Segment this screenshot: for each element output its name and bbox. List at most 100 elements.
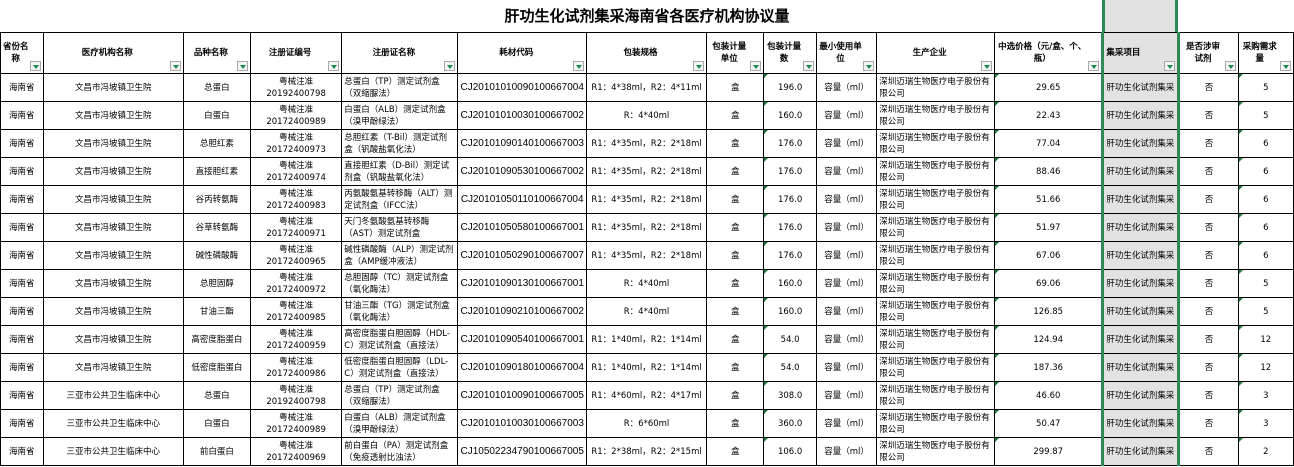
- cell-package-qty[interactable]: 176.0: [763, 241, 817, 270]
- filter-dropdown-icon[interactable]: [981, 61, 993, 71]
- cell-procurement-project[interactable]: 肝功生化试剂集采: [1101, 101, 1181, 130]
- cell-reg-number[interactable]: 粤械注准 20172400989: [249, 101, 343, 130]
- cell-province[interactable]: 海南省: [0, 73, 44, 102]
- cell-package-spec[interactable]: R1：2*38ml，R2：2*15ml: [585, 437, 708, 466]
- cell-min-use-unit[interactable]: 容量（ml）: [815, 157, 878, 186]
- cell-reg-name[interactable]: 甘油三酯（TG）测定试剂盒（氧化酶法）: [341, 297, 459, 326]
- cell-reg-name[interactable]: 低密度脂蛋白胆固醇（LDL-C）测定试剂盒（直接法）: [341, 353, 459, 382]
- cell-manufacturer[interactable]: 深圳迈瑞生物医疗电子股份有限公司: [876, 325, 996, 354]
- cell-reagent-flag[interactable]: 否: [1178, 437, 1239, 466]
- column-header[interactable]: 采购需求量: [1237, 32, 1294, 74]
- cell-price[interactable]: 77.04: [994, 129, 1104, 158]
- cell-min-use-unit[interactable]: 容量（ml）: [815, 101, 878, 130]
- cell-manufacturer[interactable]: 深圳迈瑞生物医疗电子股份有限公司: [876, 101, 996, 130]
- cell-min-use-unit[interactable]: 容量（ml）: [815, 325, 878, 354]
- column-header[interactable]: 耗材代码: [457, 32, 587, 74]
- cell-reg-number[interactable]: 粤械注准 20192400798: [249, 381, 343, 410]
- cell-manufacturer[interactable]: 深圳迈瑞生物医疗电子股份有限公司: [876, 437, 996, 466]
- cell-procurement-project[interactable]: 肝功生化试剂集采: [1101, 269, 1181, 298]
- cell-reagent-flag[interactable]: 否: [1178, 129, 1239, 158]
- cell-province[interactable]: 海南省: [0, 129, 44, 158]
- cell-province[interactable]: 海南省: [0, 297, 44, 326]
- column-header[interactable]: 医疗机构名称: [42, 32, 184, 74]
- column-header[interactable]: 注册证名称: [341, 32, 459, 74]
- cell-reg-name[interactable]: 总蛋白（TP）测定试剂盒（双缩脲法）: [341, 381, 459, 410]
- cell-material-code[interactable]: CJ20101050110100667004: [457, 185, 587, 214]
- cell-reg-name[interactable]: 总胆固醇（TC）测定试剂盒（氧化酶法）: [341, 269, 459, 298]
- cell-package-unit[interactable]: 盒: [706, 185, 765, 214]
- cell-min-use-unit[interactable]: 容量（ml）: [815, 437, 878, 466]
- cell-variety[interactable]: 白蛋白: [182, 409, 251, 438]
- filter-dropdown-icon[interactable]: [693, 61, 705, 71]
- cell-reg-number[interactable]: 粤械注准 20172400971: [249, 213, 343, 242]
- filter-dropdown-icon[interactable]: [1088, 61, 1100, 71]
- cell-package-spec[interactable]: R：6*60ml: [585, 409, 708, 438]
- cell-reagent-flag[interactable]: 否: [1178, 409, 1239, 438]
- cell-procurement-project[interactable]: 肝功生化试剂集采: [1101, 157, 1181, 186]
- cell-min-use-unit[interactable]: 容量（ml）: [815, 269, 878, 298]
- cell-material-code[interactable]: CJ20101010030100667002: [457, 101, 587, 130]
- column-header[interactable]: 中选价格（元/盒、个、瓶）: [994, 32, 1104, 74]
- cell-province[interactable]: 海南省: [0, 241, 44, 270]
- cell-reagent-flag[interactable]: 否: [1178, 269, 1239, 298]
- cell-reg-number[interactable]: 粤械注准 20172400969: [249, 437, 343, 466]
- cell-price[interactable]: 187.36: [994, 353, 1104, 382]
- filter-dropdown-icon[interactable]: [1224, 61, 1236, 71]
- column-header[interactable]: 省份名称: [0, 32, 44, 74]
- cell-material-code[interactable]: CJ20101090130100667001: [457, 269, 587, 298]
- cell-reg-name[interactable]: 高密度脂蛋白胆固醇（HDL-C）测定试剂盒（直接法）: [341, 325, 459, 354]
- cell-variety[interactable]: 总胆红素: [182, 129, 251, 158]
- cell-demand-qty[interactable]: 12: [1237, 353, 1294, 382]
- cell-province[interactable]: 海南省: [0, 269, 44, 298]
- cell-material-code[interactable]: CJ10502234790100667005: [457, 437, 587, 466]
- cell-price[interactable]: 67.06: [994, 241, 1104, 270]
- cell-package-unit[interactable]: 盒: [706, 381, 765, 410]
- cell-reagent-flag[interactable]: 否: [1178, 73, 1239, 102]
- filter-dropdown-icon[interactable]: [236, 61, 248, 71]
- filter-dropdown-icon[interactable]: [802, 61, 814, 71]
- cell-variety[interactable]: 前白蛋白: [182, 437, 251, 466]
- cell-package-spec[interactable]: R：4*40ml: [585, 101, 708, 130]
- cell-province[interactable]: 海南省: [0, 157, 44, 186]
- cell-institution[interactable]: 文昌市冯坡镇卫生院: [42, 73, 184, 102]
- cell-manufacturer[interactable]: 深圳迈瑞生物医疗电子股份有限公司: [876, 213, 996, 242]
- cell-package-qty[interactable]: 160.0: [763, 101, 817, 130]
- cell-price[interactable]: 46.60: [994, 381, 1104, 410]
- cell-manufacturer[interactable]: 深圳迈瑞生物医疗电子股份有限公司: [876, 241, 996, 270]
- cell-material-code[interactable]: CJ20101090180100667004: [457, 353, 587, 382]
- cell-min-use-unit[interactable]: 容量（ml）: [815, 241, 878, 270]
- cell-manufacturer[interactable]: 深圳迈瑞生物医疗电子股份有限公司: [876, 409, 996, 438]
- cell-package-unit[interactable]: 盒: [706, 213, 765, 242]
- cell-variety[interactable]: 总蛋白: [182, 381, 251, 410]
- cell-manufacturer[interactable]: 深圳迈瑞生物医疗电子股份有限公司: [876, 381, 996, 410]
- cell-reagent-flag[interactable]: 否: [1178, 157, 1239, 186]
- cell-reg-name[interactable]: 白蛋白（ALB）测定试剂盒（溴甲酚绿法）: [341, 101, 459, 130]
- cell-price[interactable]: 299.87: [994, 437, 1104, 466]
- cell-package-spec[interactable]: R：4*40ml: [585, 297, 708, 326]
- cell-material-code[interactable]: CJ20101090530100667002: [457, 157, 587, 186]
- cell-procurement-project[interactable]: 肝功生化试剂集采: [1101, 129, 1181, 158]
- cell-manufacturer[interactable]: 深圳迈瑞生物医疗电子股份有限公司: [876, 353, 996, 382]
- cell-institution[interactable]: 文昌市冯坡镇卫生院: [42, 297, 184, 326]
- cell-procurement-project[interactable]: 肝功生化试剂集采: [1101, 381, 1181, 410]
- filter-dropdown-icon[interactable]: [750, 61, 762, 71]
- cell-package-spec[interactable]: R1：1*40ml，R2：1*14ml: [585, 325, 708, 354]
- cell-price[interactable]: 51.97: [994, 213, 1104, 242]
- cell-package-qty[interactable]: 160.0: [763, 297, 817, 326]
- cell-province[interactable]: 海南省: [0, 325, 44, 354]
- cell-price[interactable]: 22.43: [994, 101, 1104, 130]
- cell-procurement-project[interactable]: 肝功生化试剂集采: [1101, 437, 1181, 466]
- column-header[interactable]: 包装计量单位: [706, 32, 765, 74]
- cell-procurement-project[interactable]: 肝功生化试剂集采: [1101, 409, 1181, 438]
- cell-institution[interactable]: 三亚市公共卫生临床中心: [42, 381, 184, 410]
- cell-variety[interactable]: 直接胆红素: [182, 157, 251, 186]
- cell-variety[interactable]: 总蛋白: [182, 73, 251, 102]
- cell-demand-qty[interactable]: 2: [1237, 437, 1294, 466]
- cell-reg-name[interactable]: 天门冬氨酸氨基转移酶（AST）测定试剂盒: [341, 213, 459, 242]
- cell-package-qty[interactable]: 360.0: [763, 409, 817, 438]
- cell-price[interactable]: 88.46: [994, 157, 1104, 186]
- cell-reagent-flag[interactable]: 否: [1178, 185, 1239, 214]
- cell-min-use-unit[interactable]: 容量（ml）: [815, 185, 878, 214]
- cell-reg-number[interactable]: 粤械注准 20172400985: [249, 297, 343, 326]
- cell-package-unit[interactable]: 盒: [706, 353, 765, 382]
